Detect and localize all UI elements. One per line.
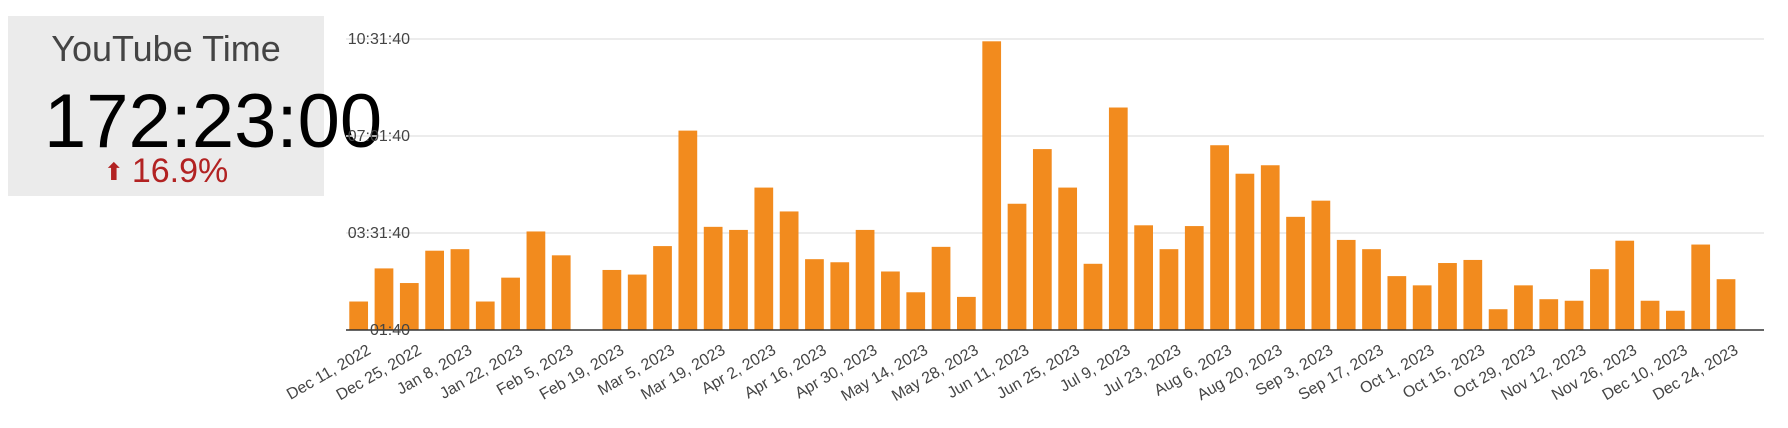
y-tick-label: 01:40	[370, 322, 410, 339]
bar[interactable]	[425, 250, 444, 330]
scorecard: YouTube Time 172:23:00 ⬆ 16.9%	[8, 16, 382, 196]
bar[interactable]	[1691, 244, 1711, 330]
bar[interactable]	[1590, 269, 1609, 330]
bar[interactable]	[1716, 279, 1736, 330]
bar[interactable]	[1058, 187, 1078, 330]
y-tick-label: 07:01:40	[348, 128, 410, 145]
bar[interactable]	[1260, 165, 1280, 330]
scorecard-delta-value: 16.9%	[131, 152, 229, 190]
gridlines	[346, 38, 1764, 234]
y-tick-label: 10:31:40	[348, 31, 410, 48]
bar[interactable]	[501, 277, 520, 330]
bar[interactable]	[1286, 216, 1305, 330]
bar[interactable]	[1032, 149, 1052, 330]
scorecard-delta: ⬆ 16.9%	[8, 152, 324, 191]
bar[interactable]	[1564, 300, 1584, 330]
bar[interactable]	[349, 301, 369, 330]
bar[interactable]	[1539, 299, 1559, 330]
bar[interactable]	[602, 269, 622, 330]
bar[interactable]	[1007, 203, 1027, 330]
bar[interactable]	[931, 246, 951, 330]
bar[interactable]	[1336, 239, 1356, 330]
bar[interactable]	[779, 211, 799, 330]
bar[interactable]	[399, 283, 419, 330]
bar[interactable]	[881, 271, 900, 330]
bar[interactable]	[1362, 249, 1381, 330]
y-tick-labels: 01:40 03:31:40 07:01:40 10:31:40	[348, 31, 410, 339]
bar[interactable]	[678, 130, 698, 330]
bar[interactable]	[906, 292, 926, 330]
bar[interactable]	[1438, 263, 1457, 330]
bar[interactable]	[1083, 263, 1103, 330]
bar[interactable]	[830, 262, 850, 330]
bar[interactable]	[1412, 285, 1432, 330]
bar[interactable]	[1514, 285, 1533, 330]
bar[interactable]	[475, 301, 495, 330]
x-tick-label: Dec 24, 2023	[1650, 342, 1741, 404]
bar[interactable]	[1184, 226, 1204, 330]
bar[interactable]	[526, 231, 546, 330]
bar[interactable]	[703, 226, 723, 330]
bar[interactable]	[1640, 300, 1660, 330]
bar[interactable]	[1311, 200, 1331, 330]
bar[interactable]	[1108, 107, 1128, 331]
y-tick-label: 03:31:40	[348, 225, 410, 242]
arrow-up-icon: ⬆	[103, 159, 124, 186]
bar[interactable]	[729, 229, 748, 330]
bar[interactable]	[551, 255, 571, 330]
x-tick-label: Dec 11, 2022	[284, 342, 374, 404]
bar[interactable]	[1134, 225, 1153, 330]
bar[interactable]	[1463, 259, 1483, 330]
bars	[349, 41, 1736, 331]
bar[interactable]	[653, 246, 672, 330]
bar[interactable]	[1159, 249, 1179, 330]
bar[interactable]	[1666, 310, 1685, 330]
bar[interactable]	[855, 229, 875, 330]
bar[interactable]	[754, 187, 774, 330]
bar[interactable]	[1615, 240, 1635, 330]
scorecard-value: 172:23:00	[44, 79, 383, 164]
bar[interactable]	[957, 296, 976, 330]
bar[interactable]	[374, 268, 394, 330]
bar[interactable]	[1488, 309, 1508, 330]
bar[interactable]	[1387, 276, 1407, 330]
bar[interactable]	[627, 274, 647, 330]
scorecard-title: YouTube Time	[51, 28, 281, 69]
bar[interactable]	[982, 41, 1002, 331]
bar[interactable]	[805, 259, 824, 330]
bar[interactable]	[1210, 145, 1229, 330]
bar[interactable]	[450, 249, 470, 330]
bar[interactable]	[1235, 173, 1255, 330]
